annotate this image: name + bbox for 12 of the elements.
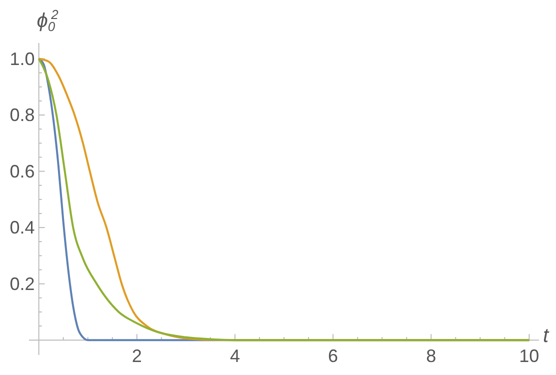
line-series xyxy=(38,58,530,342)
y-tick-label: 0.6 xyxy=(10,161,35,182)
y-tick-label: 1.0 xyxy=(10,48,35,69)
x-tick-label: 2 xyxy=(132,346,142,366)
x-tick-label: 4 xyxy=(230,346,240,366)
x-tick-label: 8 xyxy=(426,346,436,366)
x-tick-label: 10 xyxy=(519,346,540,366)
y-tick-label: 0.4 xyxy=(10,218,35,238)
y-tick-label: 0.2 xyxy=(10,274,35,294)
y-tick-label: 0.8 xyxy=(10,105,35,126)
x-axis-title: t xyxy=(543,325,550,348)
x-tick-label: 6 xyxy=(328,346,338,366)
